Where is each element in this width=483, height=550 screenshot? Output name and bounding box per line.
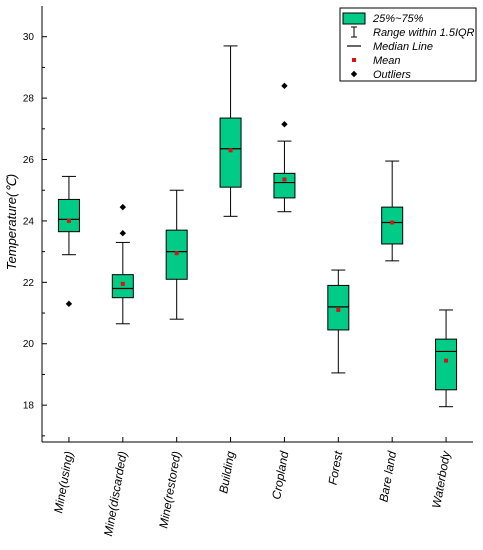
outlier-point (119, 203, 127, 211)
x-tick-label: Bare land (376, 450, 399, 503)
iqr-box (273, 172, 296, 199)
legend-label-box: 25%~75% (372, 13, 424, 25)
y-tick-label: 30 (23, 32, 35, 43)
box-group (165, 189, 188, 320)
legend-label-mean: Mean (373, 55, 401, 67)
x-ticks: Mine(using) Mine(discarded) Mine(restored)… (51, 437, 453, 537)
box-group (111, 203, 134, 325)
box-group (435, 309, 458, 408)
outlier-point (119, 230, 127, 237)
x-tick-label: Forest (326, 449, 346, 486)
x-tick-label: Cropland (269, 450, 291, 501)
legend-label-outliers: Outliers (373, 69, 411, 81)
legend-range-icon (351, 26, 357, 38)
mean-marker (336, 307, 341, 312)
iqr-box (219, 117, 242, 188)
x-tick-label: Mine(discarded) (101, 450, 130, 537)
mean-marker (228, 148, 233, 153)
plot-area: 18 20 22 24 26 28 30 Mine(using) Mine(discarded… (23, 6, 473, 537)
mean-marker (66, 218, 71, 223)
mean-marker (120, 281, 125, 286)
y-tick-label: 24 (23, 216, 35, 227)
y-tick-label: 18 (23, 401, 35, 412)
legend-label-median: Median Line (373, 41, 433, 53)
y-tick-label: 22 (23, 278, 35, 289)
mean-marker (282, 177, 287, 182)
y-tick-label: 26 (23, 155, 35, 166)
outlier-point (281, 121, 288, 128)
iqr-box (57, 198, 80, 233)
x-tick-label: Building (216, 450, 237, 495)
box-group (219, 45, 242, 217)
y-axis-title: Temperature(℃) (4, 174, 19, 270)
legend-label-range: Range within 1.5IQR (373, 27, 475, 39)
x-tick-label: Waterbody (429, 449, 453, 509)
x-tick-label: Mine(restored) (156, 450, 183, 529)
box-group (273, 82, 296, 213)
legend-mean-icon (352, 58, 356, 62)
x-tick-label: Mine(using) (51, 450, 76, 514)
legend-box-swatch (342, 12, 366, 25)
mean-marker (174, 251, 179, 256)
legend-outlier-icon (350, 70, 358, 78)
box-group (57, 175, 80, 308)
iqr-box (111, 274, 134, 299)
box-group (327, 269, 350, 374)
iqr-box (435, 338, 458, 391)
mean-marker (390, 220, 395, 225)
outlier-point (65, 300, 73, 308)
y-tick-label: 20 (23, 339, 35, 350)
box-group (381, 160, 404, 262)
outlier-point (281, 82, 288, 90)
y-ticks: 18 20 22 24 26 28 30 (23, 32, 47, 437)
y-tick-label: 28 (23, 94, 35, 105)
mean-marker (444, 358, 449, 363)
boxes (57, 45, 458, 408)
legend: 25%~75% Range within 1.5IQR Median Line … (339, 7, 477, 82)
iqr-box (381, 206, 404, 245)
iqr-box (327, 284, 350, 331)
